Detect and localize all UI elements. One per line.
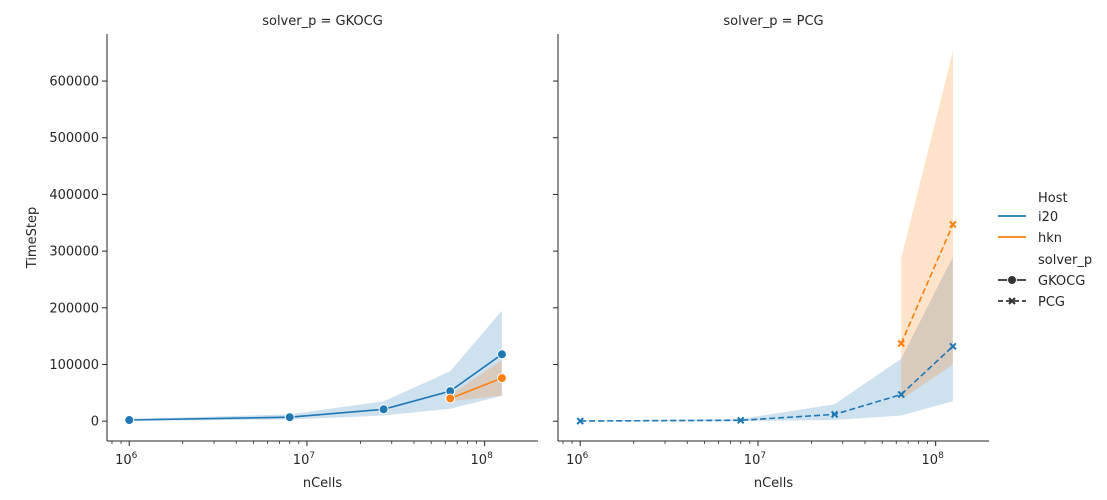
x-axis-title: nCells <box>754 476 794 491</box>
data-point-i20 <box>949 342 957 351</box>
x-tick-label: 107 <box>744 451 766 468</box>
y-tick-label: 600000 <box>49 75 99 90</box>
ci-band-hkn <box>450 359 502 402</box>
ci-band-i20 <box>129 310 502 421</box>
data-point-i20 <box>576 417 584 425</box>
ci-band-i20 <box>580 256 953 422</box>
data-point-i20 <box>737 416 745 425</box>
x-tick-label: 108 <box>922 451 945 468</box>
data-point-hkn <box>496 373 507 384</box>
x-tick-label: 106 <box>566 451 589 468</box>
y-tick-label: 500000 <box>49 131 99 146</box>
marker-stroke <box>897 339 905 348</box>
marker-stroke <box>897 390 905 399</box>
panel-pcg: solver_p = PCG 106 107 108 nCells <box>553 14 989 491</box>
data-point-i20 <box>378 404 389 415</box>
panel-gkocg: solver_p = GKOCG 0 100000 200000 300000 40000… <box>25 14 538 491</box>
y-tick-label: 400000 <box>49 188 99 203</box>
series-line-hkn <box>900 224 954 344</box>
y-tick-label: 100000 <box>49 358 99 373</box>
data-point-i20 <box>496 349 507 360</box>
legend-label-PCG: PCG <box>1038 295 1065 310</box>
legend: Host i20 hkn solver_p GKOCG PCG <box>998 191 1092 310</box>
data-point-i20 <box>124 415 135 426</box>
ci-band-hkn <box>901 51 953 400</box>
x-tick-label: 107 <box>293 451 315 468</box>
legend-title-solver: solver_p <box>1038 253 1092 268</box>
legend-label-GKOCG: GKOCG <box>1038 274 1085 289</box>
marker-stroke <box>830 410 839 419</box>
data-point-hkn <box>445 393 456 404</box>
marker-stroke <box>737 416 745 425</box>
x-tick-label: 108 <box>471 451 494 468</box>
legend-label-hkn: hkn <box>1038 231 1062 246</box>
marker-stroke <box>1008 297 1016 305</box>
marker-stroke <box>949 220 957 229</box>
data-point-i20 <box>830 410 839 419</box>
legend-title-host: Host <box>1038 191 1068 206</box>
data-point-hkn <box>897 339 905 348</box>
legend-label-i20: i20 <box>1038 210 1058 225</box>
panel-title: solver_p = GKOCG <box>262 14 383 29</box>
series-line-hkn <box>449 377 503 400</box>
legend-marker-GKOCG <box>1007 275 1017 285</box>
x-axis-title: nCells <box>303 476 343 491</box>
marker-stroke <box>576 417 584 425</box>
marker-stroke <box>949 342 957 351</box>
panel-title: solver_p = PCG <box>723 14 823 29</box>
y-axis-title: TimeStep <box>25 207 40 269</box>
y-tick-label: 300000 <box>49 245 99 260</box>
legend-marker-PCG <box>1008 297 1016 305</box>
y-tick-label: 200000 <box>49 301 99 316</box>
data-point-i20 <box>284 412 295 423</box>
y-tick-label: 0 <box>91 415 99 430</box>
x-tick-label: 106 <box>115 451 138 468</box>
data-point-hkn <box>949 220 957 229</box>
data-point-i20 <box>897 390 905 399</box>
